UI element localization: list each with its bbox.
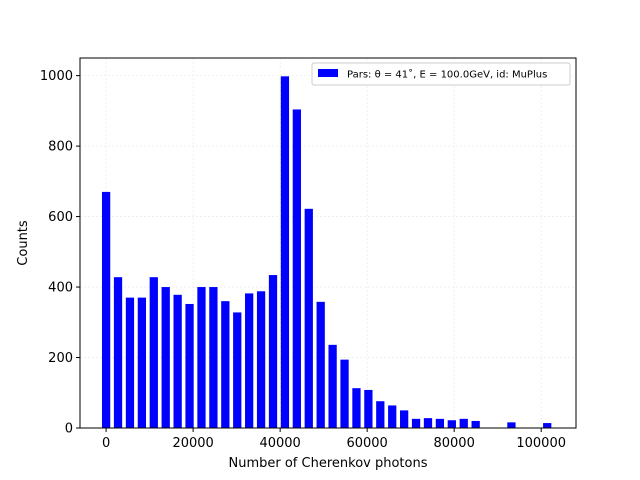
y-axis: 0 200 400 600 800 1000 <box>40 69 80 437</box>
bar <box>423 418 433 428</box>
x-tick-label: 100000 <box>516 436 566 451</box>
bar <box>173 294 182 428</box>
bar <box>101 191 111 428</box>
bar <box>113 277 123 428</box>
x-tick-label: 0 <box>102 436 110 451</box>
bar <box>543 423 552 428</box>
x-tick-label: 20000 <box>172 436 213 451</box>
y-tick-label: 0 <box>65 422 73 437</box>
bar <box>197 287 206 428</box>
bar <box>400 410 409 428</box>
bar <box>388 405 397 428</box>
bar <box>328 344 337 428</box>
bar <box>352 388 361 428</box>
bar <box>221 301 230 428</box>
legend-swatch <box>318 69 338 77</box>
bar <box>507 422 516 428</box>
bar <box>125 297 135 428</box>
bar <box>340 359 349 428</box>
y-tick-label: 600 <box>48 210 73 225</box>
bar <box>137 297 147 428</box>
x-axis-label: Number of Cherenkov photons <box>229 456 428 471</box>
x-tick-label: 80000 <box>433 436 474 451</box>
bars <box>101 76 552 429</box>
bar <box>209 287 218 428</box>
legend-box <box>311 62 571 86</box>
x-axis: 0 20000 40000 60000 80000 100000 <box>102 428 566 451</box>
y-tick-label: 1000 <box>40 69 73 84</box>
bar <box>268 275 278 428</box>
bar <box>161 287 170 428</box>
legend-label: Pars: θ = 41˚, E = 100.0GeV, id: MuPlus <box>347 69 547 81</box>
bar <box>316 301 325 428</box>
bar <box>304 208 313 428</box>
bar <box>256 291 266 428</box>
legend: Pars: θ = 41˚, E = 100.0GeV, id: MuPlus <box>311 62 571 86</box>
bar <box>411 418 421 428</box>
plot-frame <box>79 57 577 429</box>
bar <box>435 418 445 428</box>
x-tick-label: 40000 <box>259 436 300 451</box>
bar <box>376 401 385 428</box>
bar <box>447 420 456 428</box>
bar <box>245 293 254 428</box>
bar <box>292 109 301 428</box>
bar <box>280 76 290 429</box>
bar <box>459 418 468 428</box>
y-axis-label: Counts <box>16 220 31 266</box>
bar <box>233 312 242 428</box>
y-tick-label: 200 <box>48 351 73 366</box>
y-tick-label: 400 <box>48 281 73 296</box>
bar <box>185 303 194 428</box>
bar <box>149 277 158 428</box>
bar <box>364 389 373 428</box>
bar <box>471 420 480 428</box>
x-tick-label: 60000 <box>346 436 387 451</box>
y-tick-label: 800 <box>48 140 73 155</box>
